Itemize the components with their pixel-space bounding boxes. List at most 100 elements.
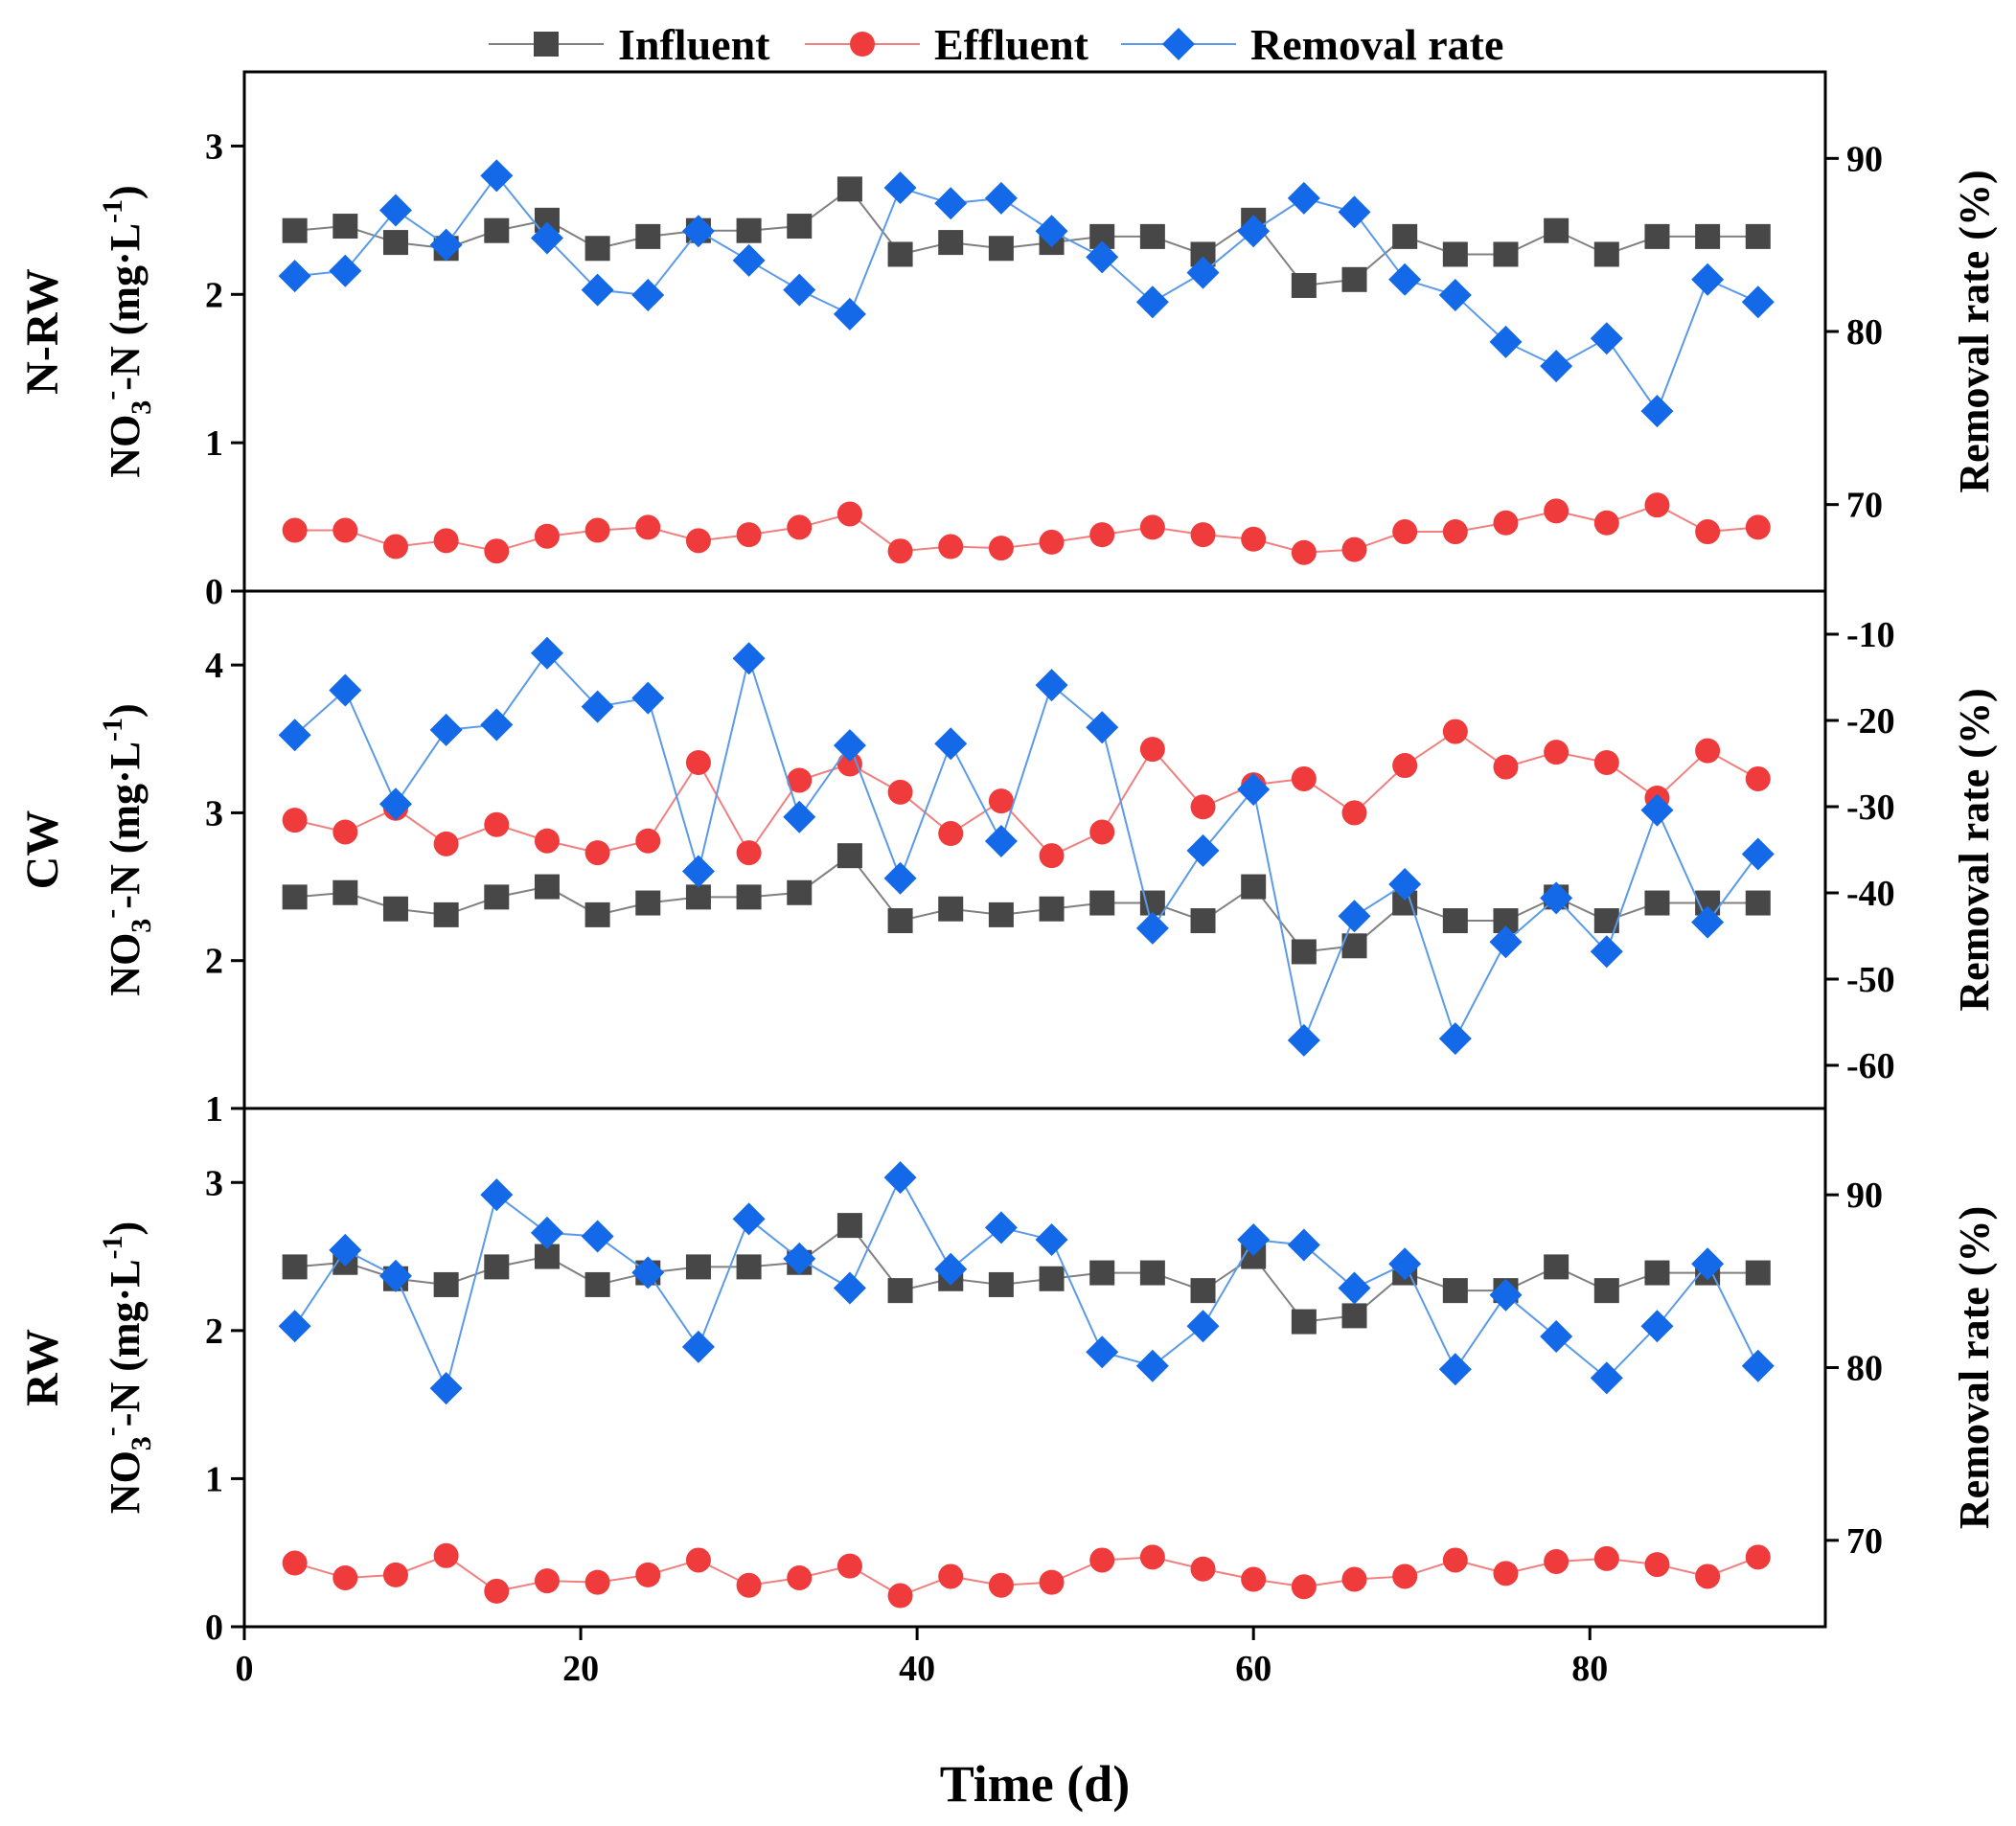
point-influent-rw xyxy=(484,1254,510,1280)
point-influent-n-rw xyxy=(1341,266,1367,292)
point-effluent-rw xyxy=(887,1583,913,1609)
point-influent-cw xyxy=(635,890,661,916)
point-effluent-cw xyxy=(282,808,308,833)
point-influent-cw xyxy=(534,874,560,900)
x-tick-label: 80 xyxy=(1571,1649,1608,1689)
point-effluent-cw xyxy=(988,788,1014,814)
right-tick-label-cw: -20 xyxy=(1846,701,1895,742)
x-tick-label: 0 xyxy=(236,1649,254,1689)
point-influent-n-rw xyxy=(1493,241,1519,267)
legend-item-influent: Influent xyxy=(489,20,770,69)
point-influent-n-rw xyxy=(1442,241,1468,267)
point-influent-rw xyxy=(1291,1309,1317,1335)
point-removal-rate-cw xyxy=(1338,900,1371,933)
point-effluent-n-rw xyxy=(584,517,610,543)
point-effluent-n-rw xyxy=(685,528,711,554)
point-removal-rate-cw xyxy=(1035,669,1068,702)
point-influent-n-rw xyxy=(988,236,1014,262)
point-influent-cw xyxy=(1291,939,1317,965)
point-effluent-rw xyxy=(1493,1561,1519,1586)
right-axis-label-cw: Removal rate (%) xyxy=(1951,688,1998,1011)
point-influent-rw xyxy=(1745,1260,1771,1286)
point-effluent-rw xyxy=(1291,1574,1317,1600)
point-influent-n-rw xyxy=(282,217,308,243)
series-line-removal-rate-n-rw xyxy=(294,173,1759,414)
point-removal-rate-n-rw xyxy=(732,243,766,277)
point-removal-rate-cw xyxy=(1388,868,1422,901)
point-removal-rate-rw xyxy=(1388,1247,1422,1281)
point-influent-n-rw xyxy=(736,217,762,243)
legend-label-effluent: Effluent xyxy=(934,20,1089,69)
point-removal-rate-n-rw xyxy=(1741,285,1775,319)
point-influent-cw xyxy=(1644,890,1670,916)
point-influent-rw xyxy=(282,1254,308,1280)
point-removal-rate-rw xyxy=(783,1242,816,1275)
point-influent-rw xyxy=(836,1213,862,1239)
point-removal-rate-cw xyxy=(1438,1022,1472,1056)
point-effluent-rw xyxy=(1544,1548,1569,1574)
point-removal-rate-rw xyxy=(278,1310,311,1343)
x-tick-label: 20 xyxy=(562,1649,599,1689)
point-influent-cw xyxy=(1745,890,1771,916)
point-removal-rate-cw xyxy=(1086,711,1119,744)
point-effluent-cw xyxy=(1190,794,1216,820)
point-removal-rate-rw xyxy=(1237,1223,1271,1257)
point-removal-rate-n-rw xyxy=(1388,262,1422,296)
point-removal-rate-cw xyxy=(833,729,866,763)
point-removal-rate-cw xyxy=(883,861,917,895)
right-tick-label-rw: 90 xyxy=(1846,1175,1883,1216)
point-removal-rate-cw xyxy=(378,787,412,821)
point-removal-rate-n-rw xyxy=(329,254,362,287)
right-tick-label-cw: -60 xyxy=(1846,1046,1895,1086)
point-removal-rate-rw xyxy=(1338,1271,1371,1305)
point-influent-n-rw xyxy=(836,176,862,202)
point-removal-rate-n-rw xyxy=(883,171,917,205)
point-effluent-rw xyxy=(1241,1566,1267,1592)
point-removal-rate-rw xyxy=(732,1202,766,1236)
point-removal-rate-rw xyxy=(1489,1278,1523,1312)
point-removal-rate-cw xyxy=(783,800,816,833)
point-effluent-rw xyxy=(484,1578,510,1604)
point-removal-rate-cw xyxy=(732,642,766,675)
point-influent-cw xyxy=(787,879,813,905)
left-axis-label-rw: NO3--N (mg·L-1) xyxy=(95,1221,157,1514)
x-axis-label: Time (d) xyxy=(940,1755,1131,1813)
point-removal-rate-n-rw xyxy=(1135,285,1169,319)
point-influent-rw xyxy=(1544,1254,1569,1280)
point-effluent-n-rw xyxy=(836,501,862,527)
point-effluent-cw xyxy=(1493,754,1519,780)
point-effluent-rw xyxy=(282,1550,308,1576)
point-effluent-cw xyxy=(433,831,459,856)
right-tick-label-n-rw: 80 xyxy=(1846,312,1883,353)
point-removal-rate-n-rw xyxy=(1590,322,1623,355)
point-effluent-cw xyxy=(1442,719,1468,744)
point-removal-rate-n-rw xyxy=(278,260,311,293)
left-tick-label-cw: 1 xyxy=(205,1089,223,1130)
point-removal-rate-rw xyxy=(1691,1247,1725,1281)
point-influent-n-rw xyxy=(1139,223,1165,249)
point-influent-n-rw xyxy=(382,230,408,256)
point-influent-rw xyxy=(988,1271,1014,1297)
point-removal-rate-cw xyxy=(1540,881,1573,915)
point-effluent-rw xyxy=(1695,1564,1721,1589)
point-removal-rate-n-rw xyxy=(1035,215,1068,248)
point-removal-rate-rw xyxy=(329,1233,362,1267)
point-removal-rate-cw xyxy=(278,719,311,752)
left-axis-label-n-rw: NO3--N (mg·L-1) xyxy=(95,185,157,477)
left-tick-label-rw: 2 xyxy=(205,1312,223,1352)
point-removal-rate-n-rw xyxy=(934,187,968,220)
point-removal-rate-n-rw xyxy=(1540,350,1573,383)
point-influent-cw xyxy=(282,884,308,910)
point-removal-rate-n-rw xyxy=(984,181,1018,215)
right-tick-label-n-rw: 70 xyxy=(1846,486,1883,526)
point-effluent-rw xyxy=(534,1568,560,1594)
point-influent-cw xyxy=(836,843,862,869)
point-effluent-cw xyxy=(787,767,813,793)
left-tick-label-n-rw: 1 xyxy=(205,423,223,464)
point-effluent-cw xyxy=(836,751,862,777)
panel-name-rw: RW xyxy=(17,1329,68,1406)
point-influent-cw xyxy=(1039,896,1065,922)
panel-frame-n-rw xyxy=(242,70,1827,593)
point-influent-cw xyxy=(736,884,762,910)
point-effluent-cw xyxy=(332,819,358,845)
